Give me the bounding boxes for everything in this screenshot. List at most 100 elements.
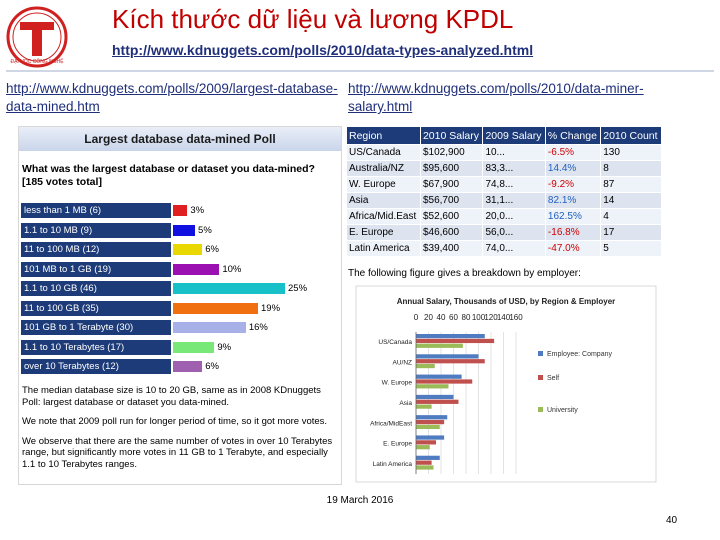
poll-row: 11 to 100 GB (35) 19% [19,300,339,318]
table-cell-s2010: $56,700 [419,192,484,209]
bar [416,465,434,470]
poll-row: 101 MB to 1 GB (19) 10% [19,261,339,279]
poll-notes: The median database size is 10 to 20 GB,… [22,385,336,478]
poll-bar [173,244,203,255]
bar [416,440,436,445]
poll-percent: 6% [205,361,219,372]
table-cell-count: 17 [600,224,662,241]
poll-option-label: 1.1 to 10 GB (46) [21,281,171,296]
slide-date: 19 March 2016 [326,495,394,506]
legend-label: Self [547,375,559,382]
table-cell-change: 162.5% [544,208,602,225]
poll-option-label: 101 GB to 1 Terabyte (30) [21,320,171,335]
poll-bar [173,263,220,275]
bar [416,460,432,465]
poll-bar [173,205,188,216]
poll-percent: 19% [261,302,281,314]
bar [416,363,435,369]
table-cell-count: 87 [600,176,662,193]
category-label: US/Canada [378,339,412,346]
poll-percent: 9% [217,341,232,353]
category-label: E. Europe [383,441,412,448]
poll-bar [173,224,196,236]
salary-2010-link[interactable]: http://www.kdnuggets.com/polls/2010/data… [348,81,644,114]
table-cell-s2009: 20,0... [482,208,546,225]
table-cell-change: -9.2% [544,176,602,193]
bar [416,404,432,409]
column-header: 2010 Salary [419,126,484,145]
poll-percent: 25% [288,283,308,294]
poll-bar [173,322,246,333]
table-cell-s2009: 10... [482,144,546,161]
legend-label: Employee: Company [547,351,612,358]
category-label: Asia [399,400,412,407]
page-number: 40 [666,515,678,526]
x-tick-label: 120 [484,313,498,322]
bar [416,419,445,425]
bar [416,374,462,379]
poll-row: 1.1 to 10 Terabytes (17) 9% [19,339,339,357]
category-label: AU/NZ [393,359,413,366]
table-row: US/Canada $102,900 10... -6.5% 130 [346,144,662,161]
table-cell-s2009: 83,3... [482,160,546,177]
poll-bar [173,341,215,353]
bar [416,445,430,450]
table-cell-count: 14 [600,192,662,209]
bar [416,359,485,364]
poll-option-label: 11 to 100 GB (35) [21,300,171,316]
svg-text:ĐẠI HỌC CÔNG NGHỆ: ĐẠI HỌC CÔNG NGHỆ [10,57,64,65]
poll-2009-link[interactable]: http://www.kdnuggets.com/polls/2009/larg… [6,81,338,114]
poll-note: We observe that there are the same numbe… [22,435,333,470]
bar [416,334,485,339]
bar [416,394,454,400]
poll-panel: Largest database data-mined Poll What wa… [18,126,342,485]
x-tick-label: 60 [449,313,458,322]
legend-swatch [538,407,543,412]
poll-note: We note that 2009 poll run for longer pe… [22,416,328,427]
column-header: 2009 Salary [482,126,546,145]
university-logo: ĐẠI HỌC CÔNG NGHỆ [6,6,68,68]
legend-swatch [538,351,543,356]
table-row: Asia $56,700 31,1... 82.1% 14 [346,192,662,209]
poll-option-label: less than 1 MB (6) [21,203,171,218]
salary-table: Region 2010 Salary 2009 Salary % Change … [346,126,662,257]
table-cell-s2009: 56,0... [482,224,546,241]
table-cell-count: 5 [600,240,662,257]
bar [416,338,495,344]
salary-table-body: US/Canada $102,900 10... -6.5% 130 Australia/… [346,144,662,257]
breakdown-caption: The following figure gives a breakdown b… [348,268,581,279]
poll-row: over 10 Terabytes (12) 6% [19,359,339,376]
table-cell-change: 82.1% [544,192,602,209]
table-cell-change: 14.4% [544,160,602,177]
poll-row: 1.1 to 10 GB (46) 25% [19,281,339,298]
chart-frame [355,285,657,483]
chart-svg: Annual Salary, Thousands of USD, by Regi… [355,285,657,483]
table-cell-region: US/Canada [346,144,421,161]
table-cell-change: -47.0% [544,240,602,257]
table-cell-s2009: 74,0... [482,240,546,257]
poll-question: What was the largest database or dataset… [22,163,315,188]
bar [416,455,440,460]
x-tick-label: 20 [424,313,433,322]
poll-percent: 5% [198,224,212,236]
poll-bar [173,361,203,372]
table-row: Australia/NZ $95,600 83,3... 14.4% 8 [346,160,662,177]
poll-bar [173,283,285,294]
poll-row: 11 to 100 MB (12) 6% [19,242,339,259]
salary-table-header-row: Region 2010 Salary 2009 Salary % Change … [346,126,662,145]
table-cell-region: Asia [346,192,421,209]
column-header: 2010 Count [600,126,662,145]
table-cell-s2010: $52,600 [419,208,484,225]
header-url-link[interactable]: http://www.kdnuggets.com/polls/2010/data… [112,42,534,58]
poll-option-label: 1.1 to 10 Terabytes (17) [21,339,171,355]
chart-title: Annual Salary, Thousands of USD, by Regi… [397,297,616,306]
table-cell-region: Australia/NZ [346,160,421,177]
bar [416,384,449,389]
x-tick-label: 80 [462,313,471,322]
x-tick-label: 0 [414,313,419,322]
table-cell-s2009: 31,1... [482,192,546,209]
bar [416,343,463,348]
table-row: Latin America $39,400 74,0... -47.0% 5 [346,240,662,257]
table-cell-s2010: $102,900 [419,144,484,161]
x-tick-label: 140 [497,313,511,322]
